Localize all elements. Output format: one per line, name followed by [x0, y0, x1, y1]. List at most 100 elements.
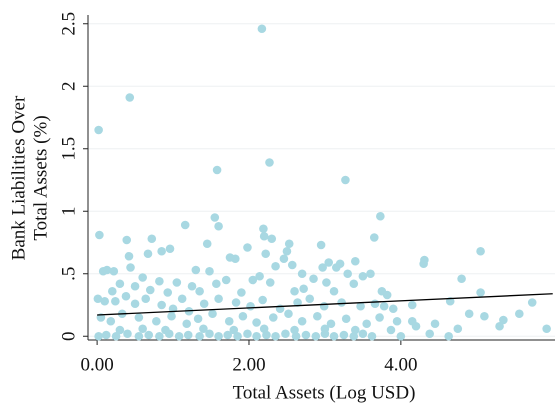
point	[163, 288, 173, 297]
point	[329, 286, 339, 296]
point	[115, 325, 125, 335]
point	[392, 316, 402, 326]
point	[444, 331, 453, 341]
point	[407, 316, 417, 326]
point	[157, 246, 166, 256]
point	[199, 324, 208, 334]
point	[337, 298, 346, 307]
point	[199, 299, 209, 309]
point	[388, 304, 398, 314]
point	[93, 294, 103, 304]
point	[282, 246, 292, 256]
point	[542, 324, 551, 334]
point	[341, 314, 351, 324]
point	[495, 321, 504, 331]
point	[214, 294, 223, 304]
point	[259, 324, 269, 334]
fit-line	[97, 293, 553, 316]
point	[356, 301, 365, 311]
point	[231, 298, 241, 307]
point	[191, 265, 201, 275]
point	[122, 235, 132, 245]
point	[134, 331, 144, 341]
point	[208, 309, 217, 319]
point	[358, 271, 368, 281]
point	[205, 329, 214, 339]
point	[339, 330, 349, 340]
point	[376, 211, 385, 221]
point	[319, 301, 329, 311]
point	[195, 286, 204, 296]
point	[271, 331, 280, 341]
point	[243, 329, 252, 339]
point	[267, 234, 277, 244]
point	[316, 240, 326, 250]
point	[167, 311, 176, 321]
point	[138, 273, 147, 282]
point	[224, 316, 234, 326]
point	[311, 331, 321, 341]
point	[144, 330, 154, 340]
point	[141, 294, 151, 304]
point	[341, 175, 350, 185]
point	[332, 263, 341, 272]
point	[293, 298, 302, 307]
point	[165, 244, 175, 254]
point	[125, 93, 135, 102]
point	[476, 246, 485, 256]
point	[111, 296, 120, 306]
point	[205, 266, 214, 276]
point	[324, 258, 334, 267]
point	[252, 318, 261, 327]
point	[279, 254, 289, 264]
point	[299, 284, 308, 294]
point	[367, 331, 377, 341]
y-axis-label: Total Assets (%)	[30, 115, 51, 240]
point	[464, 309, 474, 319]
point	[499, 315, 508, 325]
point	[180, 220, 190, 230]
point	[124, 251, 134, 261]
point	[453, 324, 463, 334]
point	[349, 279, 359, 289]
point	[259, 231, 269, 241]
point	[238, 311, 248, 321]
point	[172, 278, 182, 287]
point	[382, 290, 392, 300]
point	[195, 331, 204, 341]
y-tick-label: 1	[58, 207, 79, 217]
point	[152, 316, 161, 326]
point	[212, 279, 221, 289]
point	[237, 288, 246, 297]
point	[95, 230, 104, 240]
point	[287, 260, 297, 270]
point	[157, 300, 166, 310]
point	[231, 254, 240, 264]
point	[101, 330, 111, 340]
point	[358, 329, 368, 339]
point	[379, 301, 389, 311]
point	[223, 330, 233, 340]
point	[271, 261, 280, 271]
point	[174, 331, 184, 341]
point	[98, 266, 108, 276]
point	[329, 331, 339, 341]
point	[130, 281, 140, 291]
point	[515, 309, 524, 319]
y-tick-label: 0	[58, 332, 79, 342]
point	[343, 269, 352, 279]
point	[386, 325, 396, 335]
point	[265, 278, 275, 287]
y-tick-label: 2.5	[58, 12, 79, 36]
point	[430, 319, 440, 329]
point	[214, 221, 223, 231]
point	[320, 324, 330, 334]
point	[183, 330, 193, 340]
point	[301, 330, 311, 340]
point	[309, 274, 318, 284]
point	[362, 319, 371, 329]
point	[123, 329, 132, 339]
point	[326, 319, 336, 329]
point	[143, 249, 153, 259]
